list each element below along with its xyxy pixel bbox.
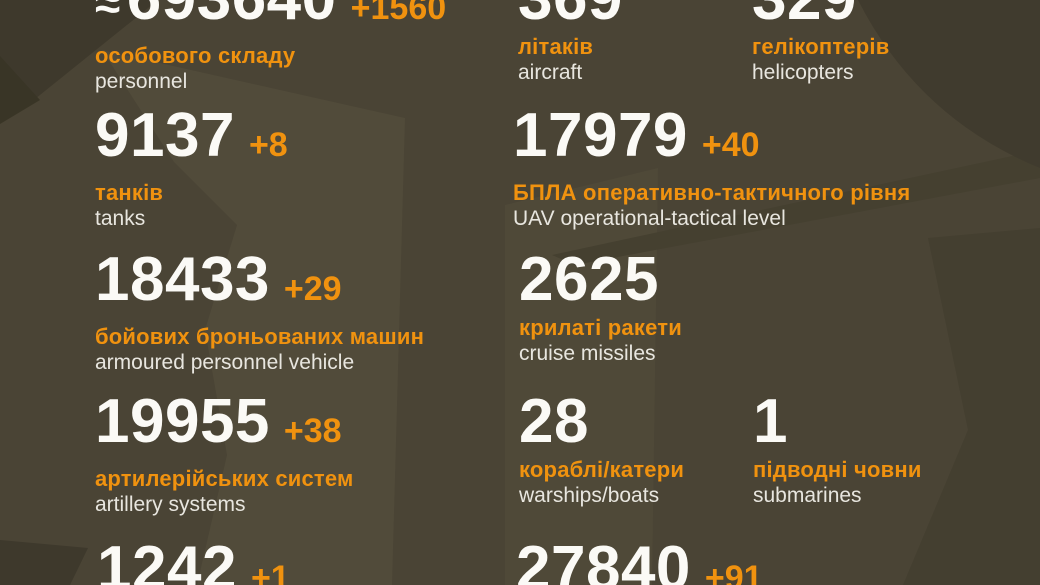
personnel-label-en: personnel [95,70,188,94]
tanks-value: 9137 [95,101,235,170]
personnel-increment: +1560 [350,0,447,27]
tanks-increment: +8 [248,126,288,164]
uav-number-row: 17979 +40 [513,105,910,176]
cruise-missiles-label-ua: крилаті ракети [519,315,682,340]
helicopters-label-ua: гелікоптерів [752,34,890,59]
personnel-value: 693640 [127,0,337,33]
armoured-vehicles-value: 18433 [95,245,270,314]
submarines-label-ua: підводні човни [753,457,922,482]
tanks-number-row: 9137 +8 [95,105,288,176]
stat-bottom-left-partial: 1242 +1 [97,538,290,585]
stat-tanks: 9137 +8 танків tanks [95,105,288,231]
personnel-number-row: ≈693640 +1560 [95,0,446,39]
artillery-value: 19955 [95,387,270,456]
artillery-label-en: artillery systems [95,493,246,517]
armoured-vehicles-label-ua: бойових броньованих машин [95,324,425,349]
artillery-number-row: 19955 +38 [95,391,354,462]
stat-uav: 17979 +40 БПЛА оперативно-тактичного рівн… [513,105,910,231]
bottom-middle-value: 27840 [516,534,691,585]
stat-submarines: 1 підводні човни submarines [753,391,922,508]
helicopters-label-en: helicopters [752,61,854,85]
aircraft-value: 369 [518,0,623,30]
uav-value: 17979 [513,101,688,170]
artillery-increment: +38 [283,412,342,450]
uav-label-ua: БПЛА оперативно-тактичного рівня [513,180,911,205]
bottom-left-number-row: 1242 +1 [97,538,290,585]
cruise-missiles-value: 2625 [519,245,659,314]
approx-symbol: ≈ [95,0,121,29]
helicopters-value: 329 [752,0,889,30]
warships-label-ua: кораблі/катери [519,457,685,482]
armoured-vehicles-number-row: 18433 +29 [95,249,424,320]
personnel-label-ua: особового складу [95,43,296,68]
stat-armoured-vehicles: 18433 +29 бойових броньованих машин armou… [95,249,424,375]
uav-increment: +40 [701,126,760,164]
tanks-label-en: tanks [95,207,146,231]
bottom-left-value: 1242 [97,534,237,585]
armoured-vehicles-label-en: armoured personnel vehicle [95,351,355,375]
warships-value: 28 [519,387,589,456]
submarines-value: 1 [753,387,788,456]
aircraft-label-ua: літаків [518,34,594,59]
warships-label-en: warships/boats [519,484,660,508]
artillery-label-ua: артилерійських систем [95,466,354,491]
tanks-label-ua: танків [95,180,164,205]
stat-warships: 28 кораблі/катери warships/boats [519,391,684,508]
stat-aircraft: 369 літаків aircraft [518,0,623,85]
stat-bottom-middle-partial: 27840 +91 [516,538,763,585]
stat-helicopters: 329 гелікоптерів helicopters [752,0,889,85]
stat-personnel: ≈693640 +1560 особового складу personnel [95,0,446,94]
bottom-middle-increment: +91 [704,559,763,585]
submarines-label-en: submarines [753,484,862,508]
stat-artillery: 19955 +38 артилерійських систем artillery… [95,391,354,517]
bottom-middle-number-row: 27840 +91 [516,538,763,585]
bottom-left-increment: +1 [250,559,290,585]
stat-cruise-missiles: 2625 крилаті ракети cruise missiles [519,249,682,366]
armoured-vehicles-increment: +29 [283,270,342,308]
uav-label-en: UAV operational-tactical level [513,207,786,231]
cruise-missiles-label-en: cruise missiles [519,342,656,366]
aircraft-label-en: aircraft [518,61,583,85]
